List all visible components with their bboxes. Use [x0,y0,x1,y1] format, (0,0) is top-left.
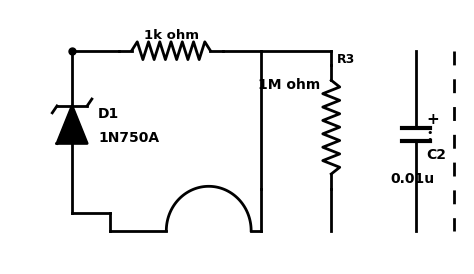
Text: D1: D1 [98,107,119,121]
Text: C2: C2 [427,148,447,162]
Text: 1k ohm: 1k ohm [144,29,199,42]
Text: •: • [427,128,433,138]
Text: R3: R3 [337,53,355,66]
Text: 1M ohm: 1M ohm [258,78,320,92]
Text: 1N750A: 1N750A [98,132,159,145]
Text: +: + [427,112,439,127]
Polygon shape [57,106,87,143]
Text: •: • [427,135,433,145]
Text: 0.01u: 0.01u [390,172,434,185]
